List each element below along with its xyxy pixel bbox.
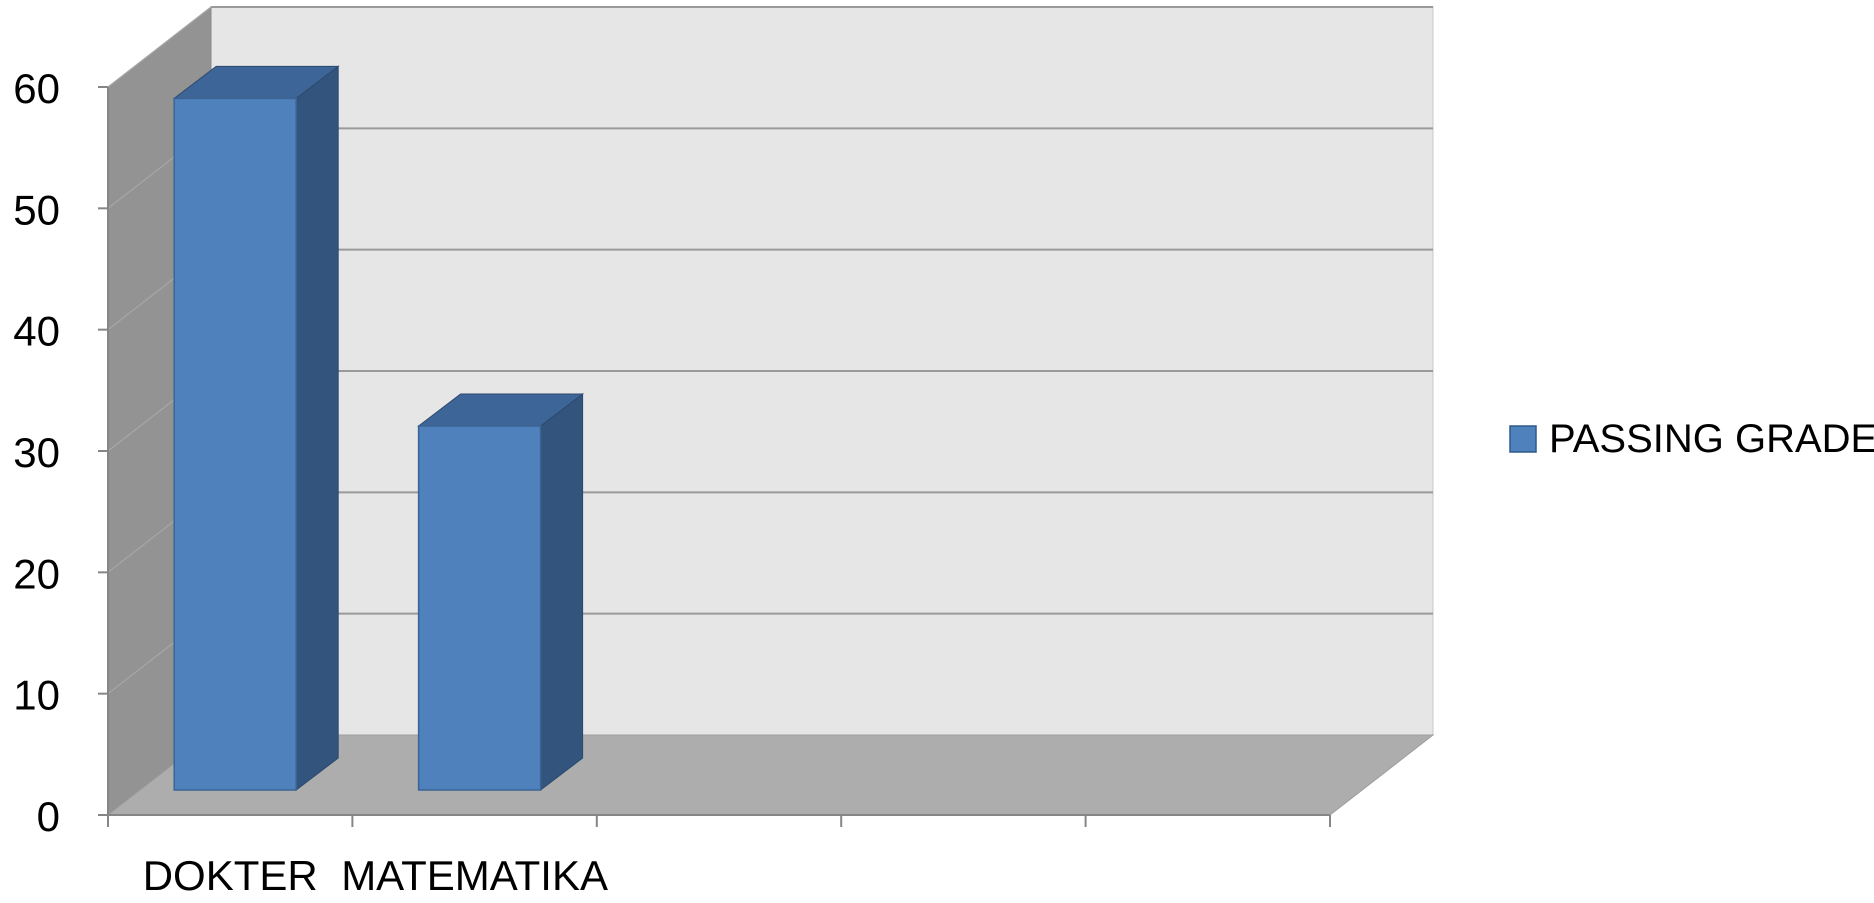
y-tick-label: 30 bbox=[13, 429, 60, 476]
bar bbox=[173, 97, 297, 791]
y-tick-label: 60 bbox=[13, 65, 60, 112]
bar-side bbox=[295, 65, 339, 792]
y-tick-label: 10 bbox=[13, 672, 60, 719]
y-tick-label: 0 bbox=[37, 793, 60, 840]
bar-side bbox=[540, 392, 584, 792]
axes bbox=[98, 86, 1331, 827]
bar bbox=[417, 425, 542, 791]
legend: PASSING GRADE bbox=[1509, 417, 1874, 461]
x-tick-label: DOKTER bbox=[143, 852, 318, 898]
x-tick-label: MATEMATIKA bbox=[341, 852, 608, 898]
y-tick-label: 40 bbox=[13, 308, 60, 355]
side-gridline bbox=[107, 6, 212, 88]
y-tick-label: 50 bbox=[13, 186, 60, 233]
legend-label: PASSING GRADE bbox=[1549, 417, 1874, 461]
bars bbox=[172, 65, 585, 792]
y-tick-label: 20 bbox=[13, 550, 60, 597]
tick-labels: 0 10 20 30 40 50 60 DOKTER MATEMATIKA bbox=[13, 65, 608, 899]
legend-swatch bbox=[1509, 425, 1537, 453]
